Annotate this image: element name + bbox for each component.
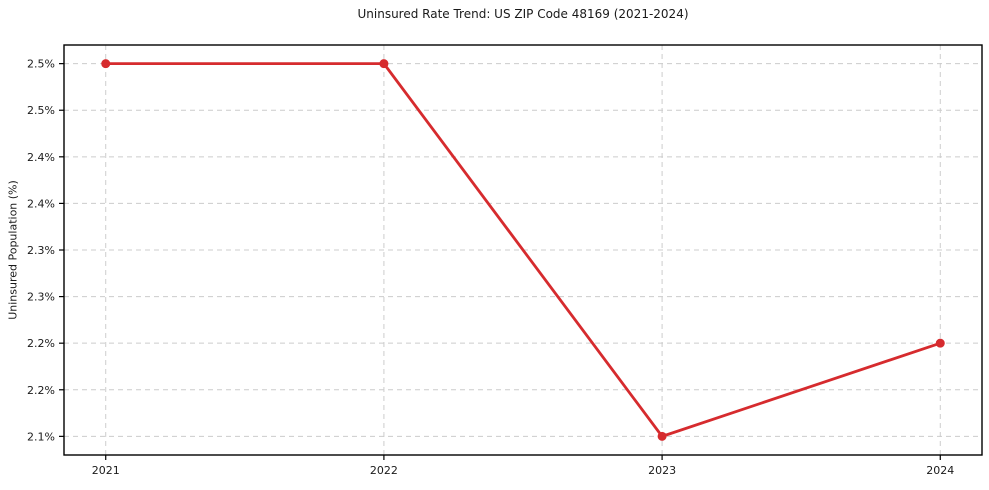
y-tick-label: 2.3% bbox=[27, 291, 55, 304]
x-tick-label: 2021 bbox=[92, 464, 120, 477]
y-tick-label: 2.5% bbox=[27, 58, 55, 71]
y-tick-label: 2.4% bbox=[27, 197, 55, 210]
y-tick-label: 2.5% bbox=[27, 104, 55, 117]
data-point bbox=[379, 59, 389, 69]
data-point bbox=[657, 431, 667, 441]
trend-line bbox=[104, 62, 942, 438]
data-point bbox=[935, 338, 945, 348]
y-tick-label: 2.3% bbox=[27, 244, 55, 257]
x-tick-label: 2022 bbox=[370, 464, 398, 477]
y-tick-label: 2.4% bbox=[27, 151, 55, 164]
y-tick-label: 2.1% bbox=[27, 430, 55, 443]
x-tick-label: 2023 bbox=[648, 464, 676, 477]
data-point bbox=[101, 59, 111, 69]
y-axis-title: Uninsured Population (%) bbox=[6, 180, 20, 320]
y-tick-label: 2.2% bbox=[27, 384, 55, 397]
plot-border bbox=[63, 44, 983, 456]
x-tick-label: 2024 bbox=[926, 464, 954, 477]
chart-title: Uninsured Rate Trend: US ZIP Code 48169 … bbox=[357, 7, 689, 21]
y-tick-label: 2.2% bbox=[27, 337, 55, 350]
